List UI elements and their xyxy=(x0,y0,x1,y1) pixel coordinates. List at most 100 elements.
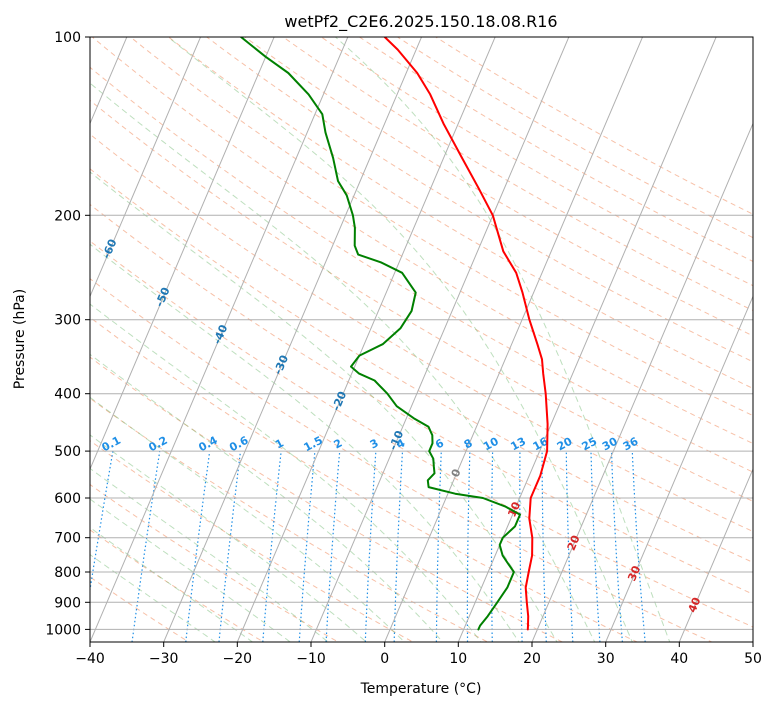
isotherm-label: 0 xyxy=(449,467,464,479)
x-tick-label: −10 xyxy=(296,651,326,667)
isotherm-gridlines xyxy=(0,10,753,654)
x-tick-label: 30 xyxy=(597,651,615,667)
x-tick-label: 10 xyxy=(449,651,467,667)
isotherm-gridline xyxy=(236,37,496,642)
isotherm-label: 40 xyxy=(686,595,704,614)
dry-adiabat xyxy=(90,240,753,628)
dry-adiabat xyxy=(282,37,753,312)
dry-adiabat xyxy=(91,37,753,445)
dewpoint-profile xyxy=(240,37,521,631)
isobar-gridlines xyxy=(90,37,753,630)
moist-adiabat xyxy=(90,171,558,642)
y-tick-label: 900 xyxy=(54,595,81,611)
y-tick-label: 1000 xyxy=(45,622,81,638)
isotherm-label: -40 xyxy=(211,322,231,346)
isotherm-gridline xyxy=(90,37,128,125)
mixing-ratio-line xyxy=(218,451,242,642)
x-axis-title: Temperature (°C) xyxy=(360,681,482,697)
moist-adiabat xyxy=(90,396,406,642)
mixing-ratio-label: 13 xyxy=(508,435,528,454)
mixing-ratio-label: 25 xyxy=(580,435,600,454)
mixing-ratio-line xyxy=(590,451,601,642)
x-tick-label: −40 xyxy=(75,651,105,667)
mixing-ratio-line xyxy=(435,451,442,642)
mixing-ratio-label: 20 xyxy=(555,435,575,454)
mixing-ratio-line xyxy=(131,451,161,642)
mixing-ratio-label: 3 xyxy=(368,436,381,451)
sounding-profiles xyxy=(240,37,549,631)
moist-adiabat xyxy=(90,526,254,642)
dry-adiabat xyxy=(205,37,753,363)
moist-adiabat xyxy=(90,467,329,642)
y-tick-label: 400 xyxy=(54,387,81,403)
y-axis-title: Pressure (hPa) xyxy=(12,289,28,389)
moist-adiabat xyxy=(90,353,444,642)
plot-area: -100-90-80-70-60-50-40-30-20-10010203040… xyxy=(0,10,753,654)
y-tick-label: 200 xyxy=(54,208,81,224)
isotherm-gridline xyxy=(0,10,65,654)
dry-adiabats xyxy=(90,37,753,642)
isotherm-label: -30 xyxy=(271,353,291,377)
x-tick-label: 50 xyxy=(744,651,762,667)
isotherm-gridline xyxy=(310,37,570,642)
chart-title: wetPf2_C2E6.2025.150.18.08.R16 xyxy=(284,12,557,32)
x-tick-label: 0 xyxy=(380,651,389,667)
temperature-profile xyxy=(383,37,549,631)
y-tick-label: 100 xyxy=(54,30,81,46)
moist-adiabat xyxy=(90,303,482,642)
mixing-ratio-label: 1 xyxy=(273,436,286,451)
isotherm-gridline xyxy=(752,640,753,642)
isotherm-label: -60 xyxy=(100,237,120,261)
dry-adiabat xyxy=(396,37,753,239)
dry-adiabat xyxy=(358,37,753,263)
moist-adiabat xyxy=(90,434,367,642)
dry-adiabat xyxy=(90,168,753,563)
x-tick-label: −20 xyxy=(223,651,253,667)
y-tick-label: 800 xyxy=(54,565,81,581)
dry-adiabat xyxy=(434,37,753,215)
moist-adiabat xyxy=(90,498,292,642)
dry-adiabat xyxy=(90,278,713,642)
moist-adiabats xyxy=(90,37,671,642)
dry-adiabat xyxy=(90,529,265,642)
dry-adiabat xyxy=(90,576,190,642)
isotherm-gridline xyxy=(678,467,753,642)
dry-adiabat xyxy=(90,133,753,533)
mixing-ratio-label: 6 xyxy=(433,436,446,451)
plot-frame xyxy=(89,36,754,643)
y-tick-label: 300 xyxy=(54,313,81,329)
y-tick-label: 500 xyxy=(54,444,81,460)
isotherm-label: -80 xyxy=(0,146,11,170)
x-tick-label: 40 xyxy=(670,651,688,667)
dry-adiabat xyxy=(90,66,753,473)
dry-adiabat xyxy=(90,356,564,642)
isotherm-gridline xyxy=(531,122,753,642)
isotherm-gridline xyxy=(90,37,349,642)
mixing-ratio-label: 36 xyxy=(621,435,641,454)
isotherm-label: -20 xyxy=(330,389,350,413)
x-axis: −40 −30 −20 −10 0 10 20 30 40 50 xyxy=(75,642,762,667)
mixing-ratio-line xyxy=(298,451,316,642)
dry-adiabat xyxy=(90,483,340,642)
dry-adiabat xyxy=(320,37,753,287)
moist-adiabat xyxy=(90,82,596,642)
isotherm-gridline xyxy=(457,37,717,642)
isotherm-gridline xyxy=(90,37,275,471)
mixing-ratio-line xyxy=(490,451,494,642)
mixing-ratio-line xyxy=(519,451,523,642)
moist-adiabat xyxy=(167,37,633,642)
isotherm-label: 20 xyxy=(565,533,583,552)
isotherm-gridline xyxy=(163,37,423,642)
isotherm-gridline xyxy=(90,37,202,298)
y-tick-label: 600 xyxy=(54,491,81,507)
x-tick-label: 20 xyxy=(523,651,541,667)
dry-adiabat xyxy=(90,316,639,642)
moist-adiabat xyxy=(335,37,671,642)
dry-adiabat xyxy=(244,37,753,337)
dry-adiabat xyxy=(90,203,753,595)
mixing-ratio-label: 10 xyxy=(481,435,501,454)
mixing-ratio-line xyxy=(364,451,377,642)
mixing-ratio-label: 16 xyxy=(531,435,551,454)
mixing-ratio-line xyxy=(325,451,341,642)
